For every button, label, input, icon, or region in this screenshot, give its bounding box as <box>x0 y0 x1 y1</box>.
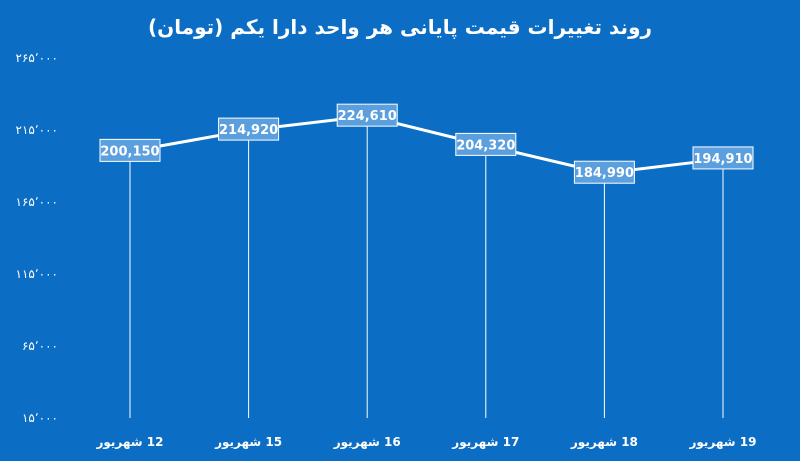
chart-title: روند تغییرات قیمت پایانی هر واحد دارا یک… <box>148 15 652 40</box>
x-tick-label: 19 شهریور <box>688 435 756 450</box>
data-label-box <box>336 103 398 127</box>
data-label: 194,910 <box>692 146 754 170</box>
x-tick-label: 12 شهریور <box>95 435 163 450</box>
data-label: 200,150 <box>99 138 161 162</box>
x-tick-label: 15 شهریور <box>214 435 282 450</box>
y-tick-label: ۱۱۵٬۰۰۰ <box>16 267 59 281</box>
x-axis-ticks: 12 شهریور 15 شهریور 16 شهریور 17 شهریور 18 ش… <box>95 435 756 450</box>
y-tick-label: ۶۵٬۰۰۰ <box>22 339 58 353</box>
data-label-text: 194,910 <box>693 152 752 167</box>
data-labels: 200,150 214,920 224,610 204,320 184,990 194,9… <box>99 103 754 184</box>
y-axis-ticks: ۲۶۵٬۰۰۰ ۲۱۵٬۰۰۰ ۱۶۵٬۰۰۰ ۱۱۵٬۰۰۰ ۶۵٬۰۰۰ ۱۵٬۰۰۰ <box>16 51 59 425</box>
data-label-box <box>218 117 280 141</box>
data-label-text: 184,990 <box>575 166 634 181</box>
y-tick-label: ۱۶۵٬۰۰۰ <box>16 195 59 209</box>
data-label: 214,920 <box>218 117 280 141</box>
x-tick-label: 17 شهریور <box>451 435 519 450</box>
data-label-text: 224,610 <box>338 109 397 124</box>
data-label-text: 214,920 <box>219 123 278 138</box>
data-label-box <box>573 160 635 184</box>
data-label: 224,610 <box>336 103 398 127</box>
data-label-text: 200,150 <box>100 144 159 159</box>
data-label-box <box>692 146 754 170</box>
data-label: 204,320 <box>455 132 517 156</box>
x-tick-label: 18 شهریور <box>570 435 638 450</box>
y-tick-label: ۱۵٬۰۰۰ <box>22 411 58 425</box>
data-label: 184,990 <box>573 160 635 184</box>
drop-lines <box>129 116 724 418</box>
x-tick-label: 16 شهریور <box>333 435 401 450</box>
data-label-box <box>99 138 161 162</box>
data-label-text: 204,320 <box>456 138 515 153</box>
data-label-box <box>455 132 517 156</box>
y-tick-label: ۲۶۵٬۰۰۰ <box>16 51 59 65</box>
y-tick-label: ۲۱۵٬۰۰۰ <box>16 123 59 137</box>
